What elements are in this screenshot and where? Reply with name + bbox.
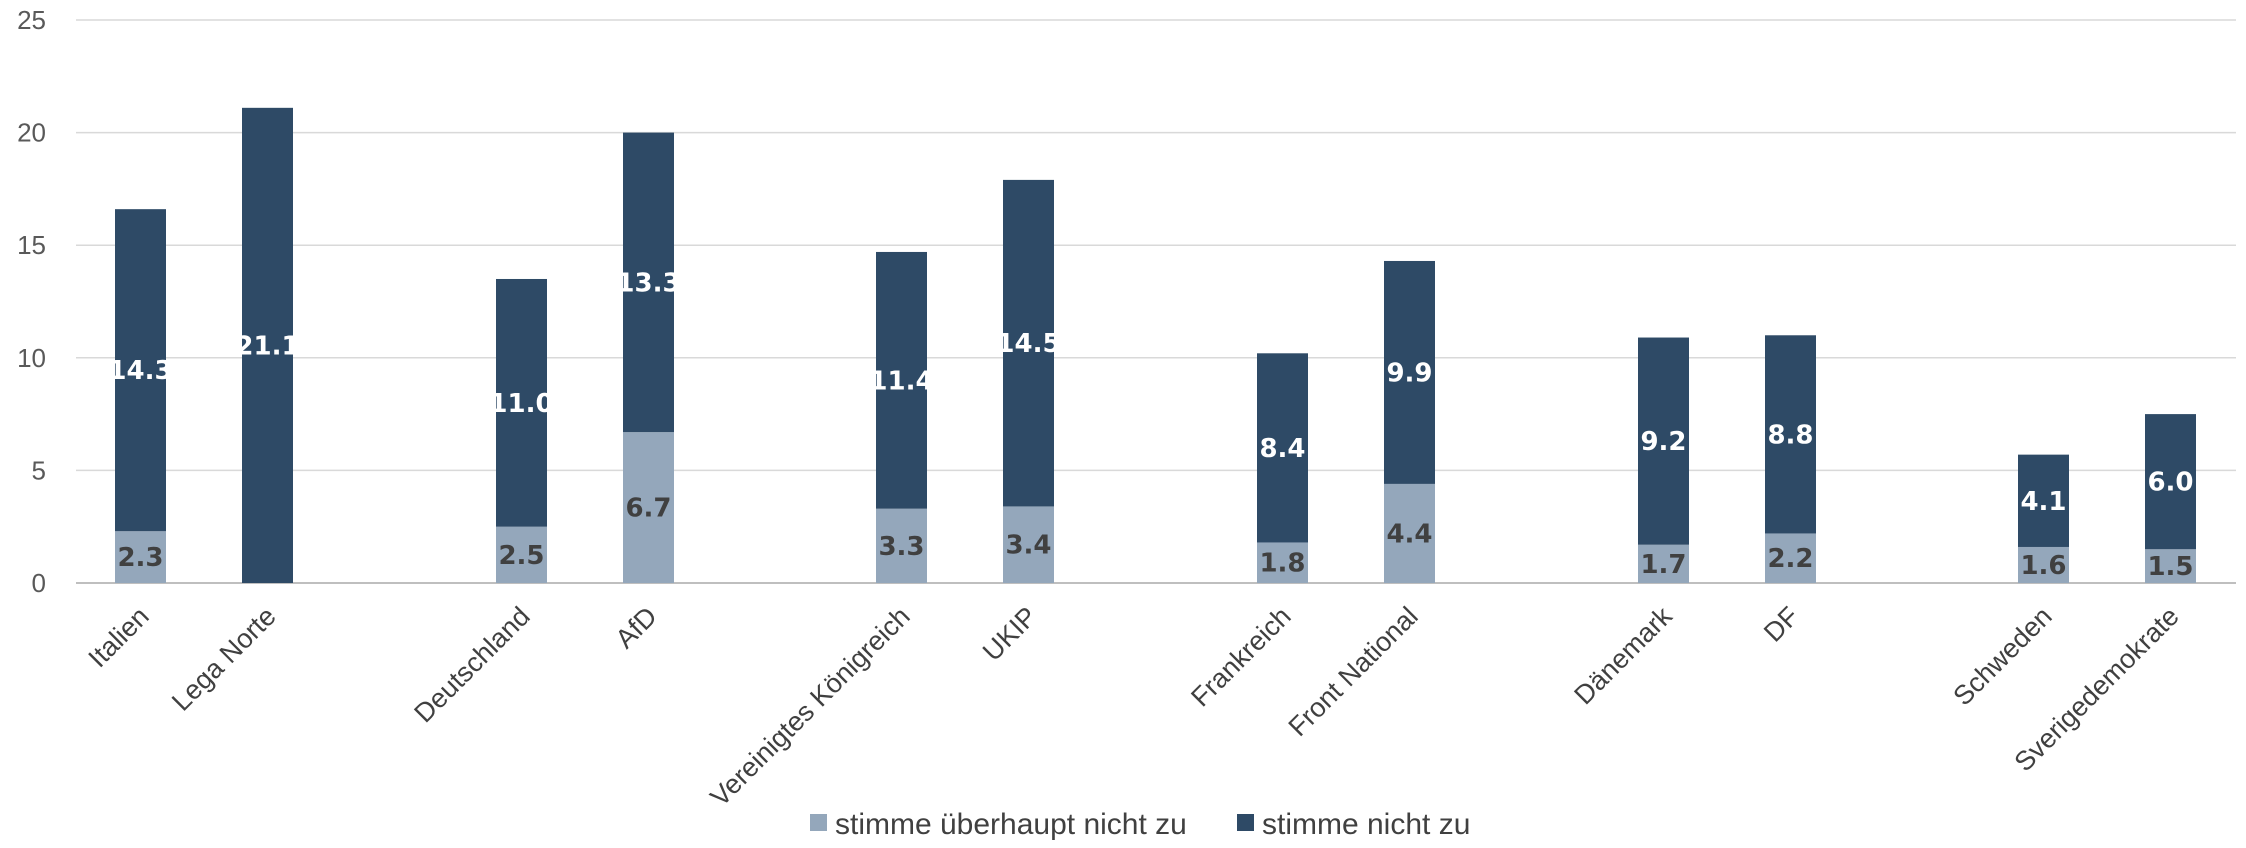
- bar-stimme-nicht-zu: [242, 107, 293, 583]
- bar-stimme-ueberhaupt-nicht-zu: [876, 508, 927, 583]
- x-tick-label: Schweden: [1947, 601, 2057, 711]
- legend-item-stimme-nicht-zu: stimme nicht zu: [1237, 808, 1470, 841]
- x-tick-label: Deutschland: [408, 601, 535, 728]
- data-label: 6.7: [625, 494, 671, 524]
- data-label: 14.3: [108, 356, 172, 386]
- bar-stimme-ueberhaupt-nicht-zu: [2145, 549, 2196, 583]
- bar-stimme-ueberhaupt-nicht-zu: [2018, 546, 2069, 583]
- data-label: 1.6: [2020, 551, 2066, 581]
- data-label: 1.7: [1640, 550, 1686, 580]
- data-label: 13.3: [616, 268, 680, 298]
- data-labels: 2.3 14.3 21.1 2.5 11.0 6.7 13.3 3.3 11.4 3.4 14.5 1…: [108, 268, 2193, 582]
- data-label: 6.0: [2147, 468, 2193, 498]
- y-axis: 0 5 10 15 20 25: [17, 5, 46, 598]
- bar-stimme-nicht-zu: [2018, 454, 2069, 547]
- data-label: 2.2: [1767, 544, 1813, 574]
- data-label: 8.8: [1767, 420, 1813, 450]
- data-label: 8.4: [1259, 434, 1305, 464]
- bar-stimme-ueberhaupt-nicht-zu: [623, 432, 674, 583]
- x-tick-label: Italien: [83, 601, 155, 673]
- bar-stimme-nicht-zu: [496, 278, 547, 527]
- data-label: 4.1: [2020, 487, 2066, 517]
- bar-stimme-ueberhaupt-nicht-zu: [1765, 533, 1816, 583]
- bars: [115, 107, 2196, 583]
- bar-stimme-nicht-zu: [1384, 260, 1435, 484]
- legend-label: stimme überhaupt nicht zu: [835, 808, 1187, 841]
- data-label: 1.5: [2147, 552, 2193, 582]
- gridlines: [76, 19, 2236, 584]
- legend-swatch: [1237, 814, 1254, 831]
- x-tick-label: DF: [1758, 601, 1805, 648]
- x-tick-label: Vereinigtes Königreich: [705, 601, 916, 812]
- x-tick-label: Front National: [1283, 601, 1424, 742]
- data-label: 9.9: [1386, 358, 1432, 388]
- x-tick-label: UKIP: [977, 601, 1043, 667]
- y-tick-label: 25: [17, 5, 46, 35]
- legend-swatch: [810, 814, 827, 831]
- bar-stimme-nicht-zu: [1638, 337, 1689, 545]
- bar-stimme-nicht-zu: [115, 209, 166, 532]
- bar-stimme-nicht-zu: [1003, 179, 1054, 507]
- y-tick-label: 15: [17, 230, 46, 260]
- bar-stimme-ueberhaupt-nicht-zu: [1384, 483, 1435, 583]
- bar-stimme-nicht-zu: [2145, 414, 2196, 550]
- data-label: 4.4: [1386, 519, 1432, 549]
- data-label: 21.1: [235, 331, 299, 361]
- x-tick-label: Dänemark: [1568, 601, 1678, 711]
- bar-stimme-ueberhaupt-nicht-zu: [1638, 544, 1689, 583]
- bar-stimme-nicht-zu: [623, 132, 674, 433]
- y-tick-label: 0: [32, 568, 46, 598]
- data-label: 14.5: [996, 329, 1060, 359]
- bar-stimme-ueberhaupt-nicht-zu: [115, 531, 166, 583]
- data-label: 2.5: [498, 541, 544, 571]
- legend: stimme überhaupt nicht zu stimme nicht zu: [810, 808, 1470, 841]
- data-label: 2.3: [117, 543, 163, 573]
- y-tick-label: 20: [17, 118, 46, 148]
- bar-stimme-ueberhaupt-nicht-zu: [1257, 542, 1308, 583]
- data-label: 11.0: [489, 389, 553, 419]
- x-tick-label: Lega Norte: [166, 601, 282, 717]
- legend-item-stimme-ueberhaupt-nicht-zu: stimme überhaupt nicht zu: [810, 808, 1187, 841]
- x-axis: Italien Lega Norte Deutschland AfD Vereinigt…: [83, 601, 2185, 813]
- data-label: 3.3: [878, 532, 924, 562]
- y-tick-label: 10: [17, 343, 46, 373]
- x-tick-label: Frankreich: [1185, 601, 1296, 712]
- data-label: 3.4: [1005, 531, 1051, 561]
- bar-stimme-nicht-zu: [876, 251, 927, 509]
- data-label: 9.2: [1640, 427, 1686, 457]
- y-tick-label: 5: [32, 455, 46, 485]
- data-label: 1.8: [1259, 549, 1305, 579]
- legend-label: stimme nicht zu: [1262, 808, 1470, 841]
- bar-stimme-ueberhaupt-nicht-zu: [1003, 506, 1054, 583]
- bar-stimme-nicht-zu: [1257, 353, 1308, 543]
- bar-stimme-ueberhaupt-nicht-zu: [496, 526, 547, 583]
- x-tick-label: AfD: [610, 601, 663, 654]
- bar-stimme-nicht-zu: [1765, 335, 1816, 534]
- data-label: 11.4: [869, 366, 933, 396]
